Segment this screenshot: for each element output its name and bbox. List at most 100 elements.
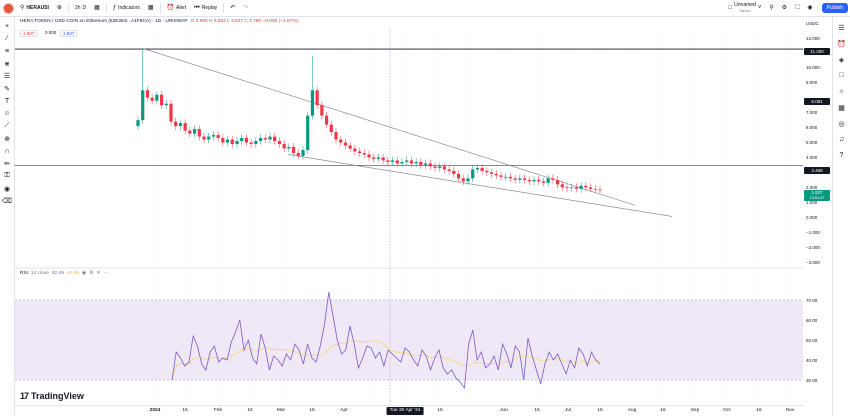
chart-type-button[interactable]: ▦ xyxy=(90,0,104,17)
candle-body xyxy=(447,169,451,171)
time-tick: 16 xyxy=(534,408,540,413)
candle-body xyxy=(471,169,475,179)
fib-icon: ☰ xyxy=(3,73,11,81)
layers-button[interactable]: ◈ xyxy=(835,53,849,66)
pitchfork-tool[interactable]: ⋇ xyxy=(0,58,15,71)
candle-body xyxy=(197,129,201,137)
layout-menu[interactable]: □ Unnamed Saved ˅ xyxy=(725,0,766,17)
candle-body xyxy=(579,185,583,189)
candle-body xyxy=(405,160,409,162)
publish-button[interactable]: Publish xyxy=(817,0,850,17)
candle-body xyxy=(489,172,494,174)
undo-button[interactable]: ↶ xyxy=(226,0,239,17)
notifications-button[interactable]: ♫ xyxy=(835,133,849,146)
redo-button[interactable]: ↷ xyxy=(239,0,252,17)
delete-tool[interactable]: ⌫ xyxy=(0,195,15,208)
text-tool[interactable]: T xyxy=(0,95,15,108)
camera-icon: ◉ xyxy=(807,5,813,11)
crosshair-tool[interactable]: + xyxy=(0,20,15,33)
undo-icon: ↶ xyxy=(230,5,236,11)
lock-tool[interactable]: ⚿ xyxy=(0,170,15,183)
price-tag-countdown: 13:51:47 xyxy=(804,196,830,201)
candle-body xyxy=(268,136,272,140)
horizontal-line-tool[interactable]: ≡ xyxy=(0,45,15,58)
time-tick: Apr xyxy=(340,408,348,413)
grid-icon: ▦ xyxy=(147,5,154,11)
user-avatar[interactable] xyxy=(3,2,14,14)
magnet-tool[interactable]: ∩ xyxy=(0,145,15,158)
calendar-button[interactable]: ▦ xyxy=(835,101,849,114)
watchlist-button[interactable]: ☰ xyxy=(835,21,849,34)
close-icon[interactable]: ✕ xyxy=(96,271,101,276)
price-tag-crosshair: 8.091 xyxy=(804,98,830,105)
candle-body xyxy=(287,147,291,149)
zoom-tool[interactable]: ⊕ xyxy=(0,133,15,146)
time-tick: 16 xyxy=(247,408,253,413)
replay-button[interactable]: ⏮ Replay xyxy=(190,0,221,17)
divider xyxy=(105,3,107,13)
stay-drawing-tool[interactable]: ✏ xyxy=(0,158,15,171)
candle-body xyxy=(296,152,300,156)
chat-button[interactable]: □ xyxy=(835,69,849,82)
price-tag-support: 3.468 xyxy=(804,167,830,174)
candle-body xyxy=(277,141,282,145)
interval-label-2: D xyxy=(82,5,87,11)
more-icon[interactable]: ⋯ xyxy=(103,271,109,276)
time-scale[interactable]: 2024 16 Feb 16 Mar 16 Apr 16 Jun 16 Jul 16 Aug 16 Sep O… xyxy=(15,405,803,416)
layout-name: Unnamed xyxy=(734,2,756,8)
rsi-band xyxy=(15,300,803,380)
sell-price-box[interactable]: 1.837 xyxy=(20,30,38,37)
candle-body xyxy=(376,157,381,159)
rsi-tick: 60.00 xyxy=(806,317,818,323)
candle-body xyxy=(282,144,286,149)
widget-bar: ☰ ⏰ ◈ □ ☼ ▦ ◎ ♫ ? xyxy=(832,17,850,416)
candle-body xyxy=(504,176,508,178)
time-tick: 2024 xyxy=(149,408,161,413)
candle-body xyxy=(273,136,277,142)
candle-body xyxy=(324,115,329,125)
hide-tool[interactable]: ◉ xyxy=(0,183,15,196)
pattern-tool[interactable]: ☺ xyxy=(0,108,15,121)
trendline-tool[interactable]: ∕ xyxy=(0,33,15,46)
alerts-button[interactable]: ⏰ xyxy=(835,37,849,50)
symbol-search[interactable]: ⚲ HERAUSI xyxy=(16,0,53,17)
candle-body xyxy=(588,187,593,189)
fullscreen-button[interactable]: ⛶ xyxy=(791,0,803,17)
candle-body xyxy=(178,123,183,127)
quick-search-button[interactable]: ⚲ xyxy=(765,0,777,17)
price-scale[interactable]: USDC 12.000 10.000 9.000 7.000 6.000 5.000 4.0… xyxy=(803,17,832,405)
gear-icon: ⚙ xyxy=(781,5,788,11)
alert-button[interactable]: ⏰ Alert xyxy=(163,0,191,17)
templates-button[interactable]: ▦ xyxy=(144,0,158,17)
interval-button[interactable]: 2h D xyxy=(71,0,90,17)
ideas-button[interactable]: ☼ xyxy=(835,85,849,98)
rsi-legend[interactable]: RSI 14 close 42.49 40.89 ◉ ⚙ ✕ ⋯ xyxy=(20,271,108,276)
candle-body xyxy=(466,178,470,182)
eye-icon[interactable]: ◉ xyxy=(81,271,87,276)
zoom-icon: ⊕ xyxy=(4,135,10,143)
snapshot-button[interactable]: ◉ xyxy=(803,0,816,17)
chart-legend[interactable]: HERA TOKEN / USD COIN on Ethereum (52E2E… xyxy=(20,19,298,24)
settings-button[interactable]: ⚙ xyxy=(778,0,791,17)
time-tick: Oct xyxy=(723,408,731,413)
candle-body xyxy=(499,175,503,177)
fib-tool[interactable]: ☰ xyxy=(0,70,15,83)
price-tick: 2.000 xyxy=(806,184,818,190)
text-icon: T xyxy=(4,97,10,105)
candle-body xyxy=(518,178,522,180)
candle-body xyxy=(258,138,263,142)
help-button[interactable]: ? xyxy=(835,149,849,162)
indicators-button[interactable]: ƒ Indicators xyxy=(109,0,144,17)
measure-tool[interactable]: ⟋ xyxy=(0,120,15,133)
compare-button[interactable]: ⊕ xyxy=(53,0,66,17)
lines-icon: ≡ xyxy=(4,47,10,55)
candle-body xyxy=(329,124,333,133)
candle-body xyxy=(537,179,541,182)
brush-tool[interactable]: ✎ xyxy=(0,83,15,96)
candle-body xyxy=(353,148,357,152)
gear-icon[interactable]: ⚙ xyxy=(89,271,94,276)
hotlists-button[interactable]: ◎ xyxy=(835,117,849,130)
buy-price-box[interactable]: 1.837 xyxy=(60,30,78,37)
